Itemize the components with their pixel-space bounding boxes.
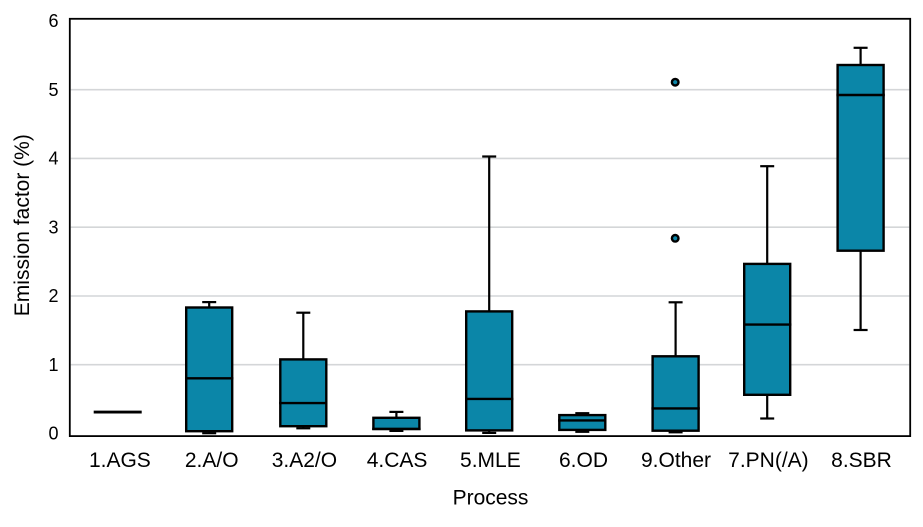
svg-text:5: 5 [48, 80, 58, 100]
svg-text:1: 1 [48, 355, 58, 375]
svg-text:4.CAS: 4.CAS [367, 449, 428, 472]
svg-text:6: 6 [48, 11, 58, 31]
svg-text:9.Other: 9.Other [641, 449, 711, 472]
svg-text:1.AGS: 1.AGS [89, 449, 151, 472]
svg-text:3.A2/O: 3.A2/O [272, 449, 337, 472]
svg-text:4: 4 [48, 149, 58, 169]
svg-text:3: 3 [48, 217, 58, 237]
svg-text:8.SBR: 8.SBR [831, 449, 892, 472]
svg-text:2: 2 [48, 286, 58, 306]
svg-text:6.OD: 6.OD [559, 449, 608, 472]
svg-text:Emission factor (%): Emission factor (%) [11, 134, 34, 316]
svg-text:2.A/O: 2.A/O [185, 449, 239, 472]
svg-text:5.MLE: 5.MLE [460, 449, 521, 472]
svg-text:0: 0 [48, 424, 58, 444]
svg-text:7.PN(/A): 7.PN(/A) [728, 449, 809, 472]
svg-text:Process: Process [453, 486, 529, 509]
